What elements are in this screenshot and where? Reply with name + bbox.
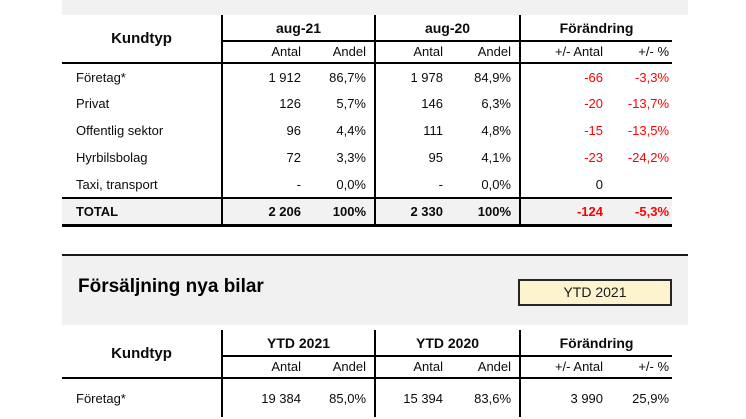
cell-andel: 100% [307,198,375,227]
section-divider [62,254,688,256]
subheader-andel: Andel [447,356,521,379]
cell-andel: 86,7% [329,69,366,85]
subheader-plusminus-percent: +/- % [607,356,673,379]
previous-section-remnant [62,0,688,15]
cell-antal: - [221,171,307,199]
group-header-ytd-2020: YTD 2020 [374,330,521,357]
cell-andel: 83,6% [474,390,512,406]
subheader-antal: Antal [374,41,447,64]
cell-andel: 4,4% [336,123,366,138]
cell-antal: 95 [374,144,447,171]
cell-andel: 4,8% [481,123,511,138]
cell-antal: 146 [374,90,447,117]
subheader-andel: Andel [307,356,376,379]
row-label: Privat [76,96,110,111]
cell-change-percent: -13,5% [627,123,670,138]
monthly-sales-table: Kundtyp aug-21 aug-20 Förändring Antal A… [62,15,673,227]
cell-change-antal: 0 [519,171,607,199]
cell-antal: 72 [221,144,307,171]
ytd-sales-table: Kundtyp YTD 2021 YTD 2020 Förändring Ant… [62,330,673,417]
cell-change-percent: -5,3% [607,198,673,227]
row-label: TOTAL [62,198,222,227]
cell-change-percent: 25,9% [632,390,670,406]
cell-antal: 15 394 [374,378,448,417]
group-header-aug-20: aug-20 [374,15,520,42]
column-header-kundtyp: Kundtyp [62,330,222,379]
table-row: Företag* 19 384 85,0% 15 394 83,6% 3 990… [62,378,672,417]
subheader-plusminus-antal: +/- Antal [519,356,608,379]
cell-change-antal: -23 [519,144,607,171]
row-label: Hyrbilsbolag [76,150,148,165]
subheader-antal: Antal [221,41,307,64]
cell-change-percent: -24,2% [627,150,670,165]
cell-antal: 126 [221,90,307,117]
cell-change-antal: -124 [519,198,607,227]
cell-andel: 5,7% [336,96,366,111]
subheader-andel: Andel [447,41,520,64]
subheader-andel: Andel [307,41,375,64]
cell-antal: 1 912 [221,63,307,90]
cell-antal: 1 978 [374,63,447,90]
cell-change-percent: -3,3% [635,69,670,85]
total-row: TOTAL 2 206 100% 2 330 100% -124 -5,3% [62,198,673,227]
subheader-plusminus-percent: +/- % [607,41,673,64]
table-row: Hyrbilsbolag 72 3,3% 95 4,1% -23 -24,2% [62,144,672,171]
cell-andel: 3,3% [336,150,366,165]
cell-change-antal: -66 [519,63,607,90]
group-header-ytd-2021: YTD 2021 [220,330,376,357]
cell-andel: 0,0% [447,171,520,199]
subheader-antal: Antal [221,356,307,379]
table-row: Företag* 1 912 86,7% 1 978 84,9% -66 -3,… [62,63,672,90]
subheader-antal: Antal [374,356,448,379]
section-header: Försäljning nya bilar YTD 2021 [62,256,688,325]
cell-change-antal: -15 [519,117,607,144]
row-label: Företag* [76,390,126,406]
cell-andel: 4,1% [481,150,511,165]
ytd-2021-badge[interactable]: YTD 2021 [518,279,672,306]
table-row: Offentlig sektor 96 4,4% 111 4,8% -15 -1… [62,117,672,144]
cell-antal: 96 [221,117,307,144]
cell-change-percent: -13,7% [627,96,670,111]
table-row: Taxi, transport - 0,0% - 0,0% 0 [62,171,673,199]
cell-antal: 111 [374,117,447,144]
column-header-kundtyp: Kundtyp [62,15,222,64]
cell-andel: 85,0% [329,390,367,406]
row-label: Offentlig sektor [76,123,164,138]
row-label: Taxi, transport [62,171,222,199]
cell-antal: 2 206 [221,198,307,227]
cell-change-antal: -20 [519,90,607,117]
cell-andel: 6,3% [481,96,511,111]
row-label: Företag* [76,69,126,85]
cell-antal: 2 330 [374,198,447,227]
cell-change-percent [607,171,673,199]
table-row: Privat 126 5,7% 146 6,3% -20 -13,7% [62,90,672,117]
cell-andel: 84,9% [474,69,511,85]
cell-antal: - [374,171,447,199]
cell-andel: 100% [447,198,520,227]
group-header-forandring: Förändring [518,15,673,42]
cell-change-antal: 3 990 [519,378,608,417]
group-header-aug-21: aug-21 [221,15,375,42]
subheader-plusminus-antal: +/- Antal [519,41,607,64]
section-title: Försäljning nya bilar [78,276,264,297]
cell-andel: 0,0% [307,171,375,199]
group-header-forandring: Förändring [519,330,673,357]
cell-antal: 19 384 [221,378,307,417]
